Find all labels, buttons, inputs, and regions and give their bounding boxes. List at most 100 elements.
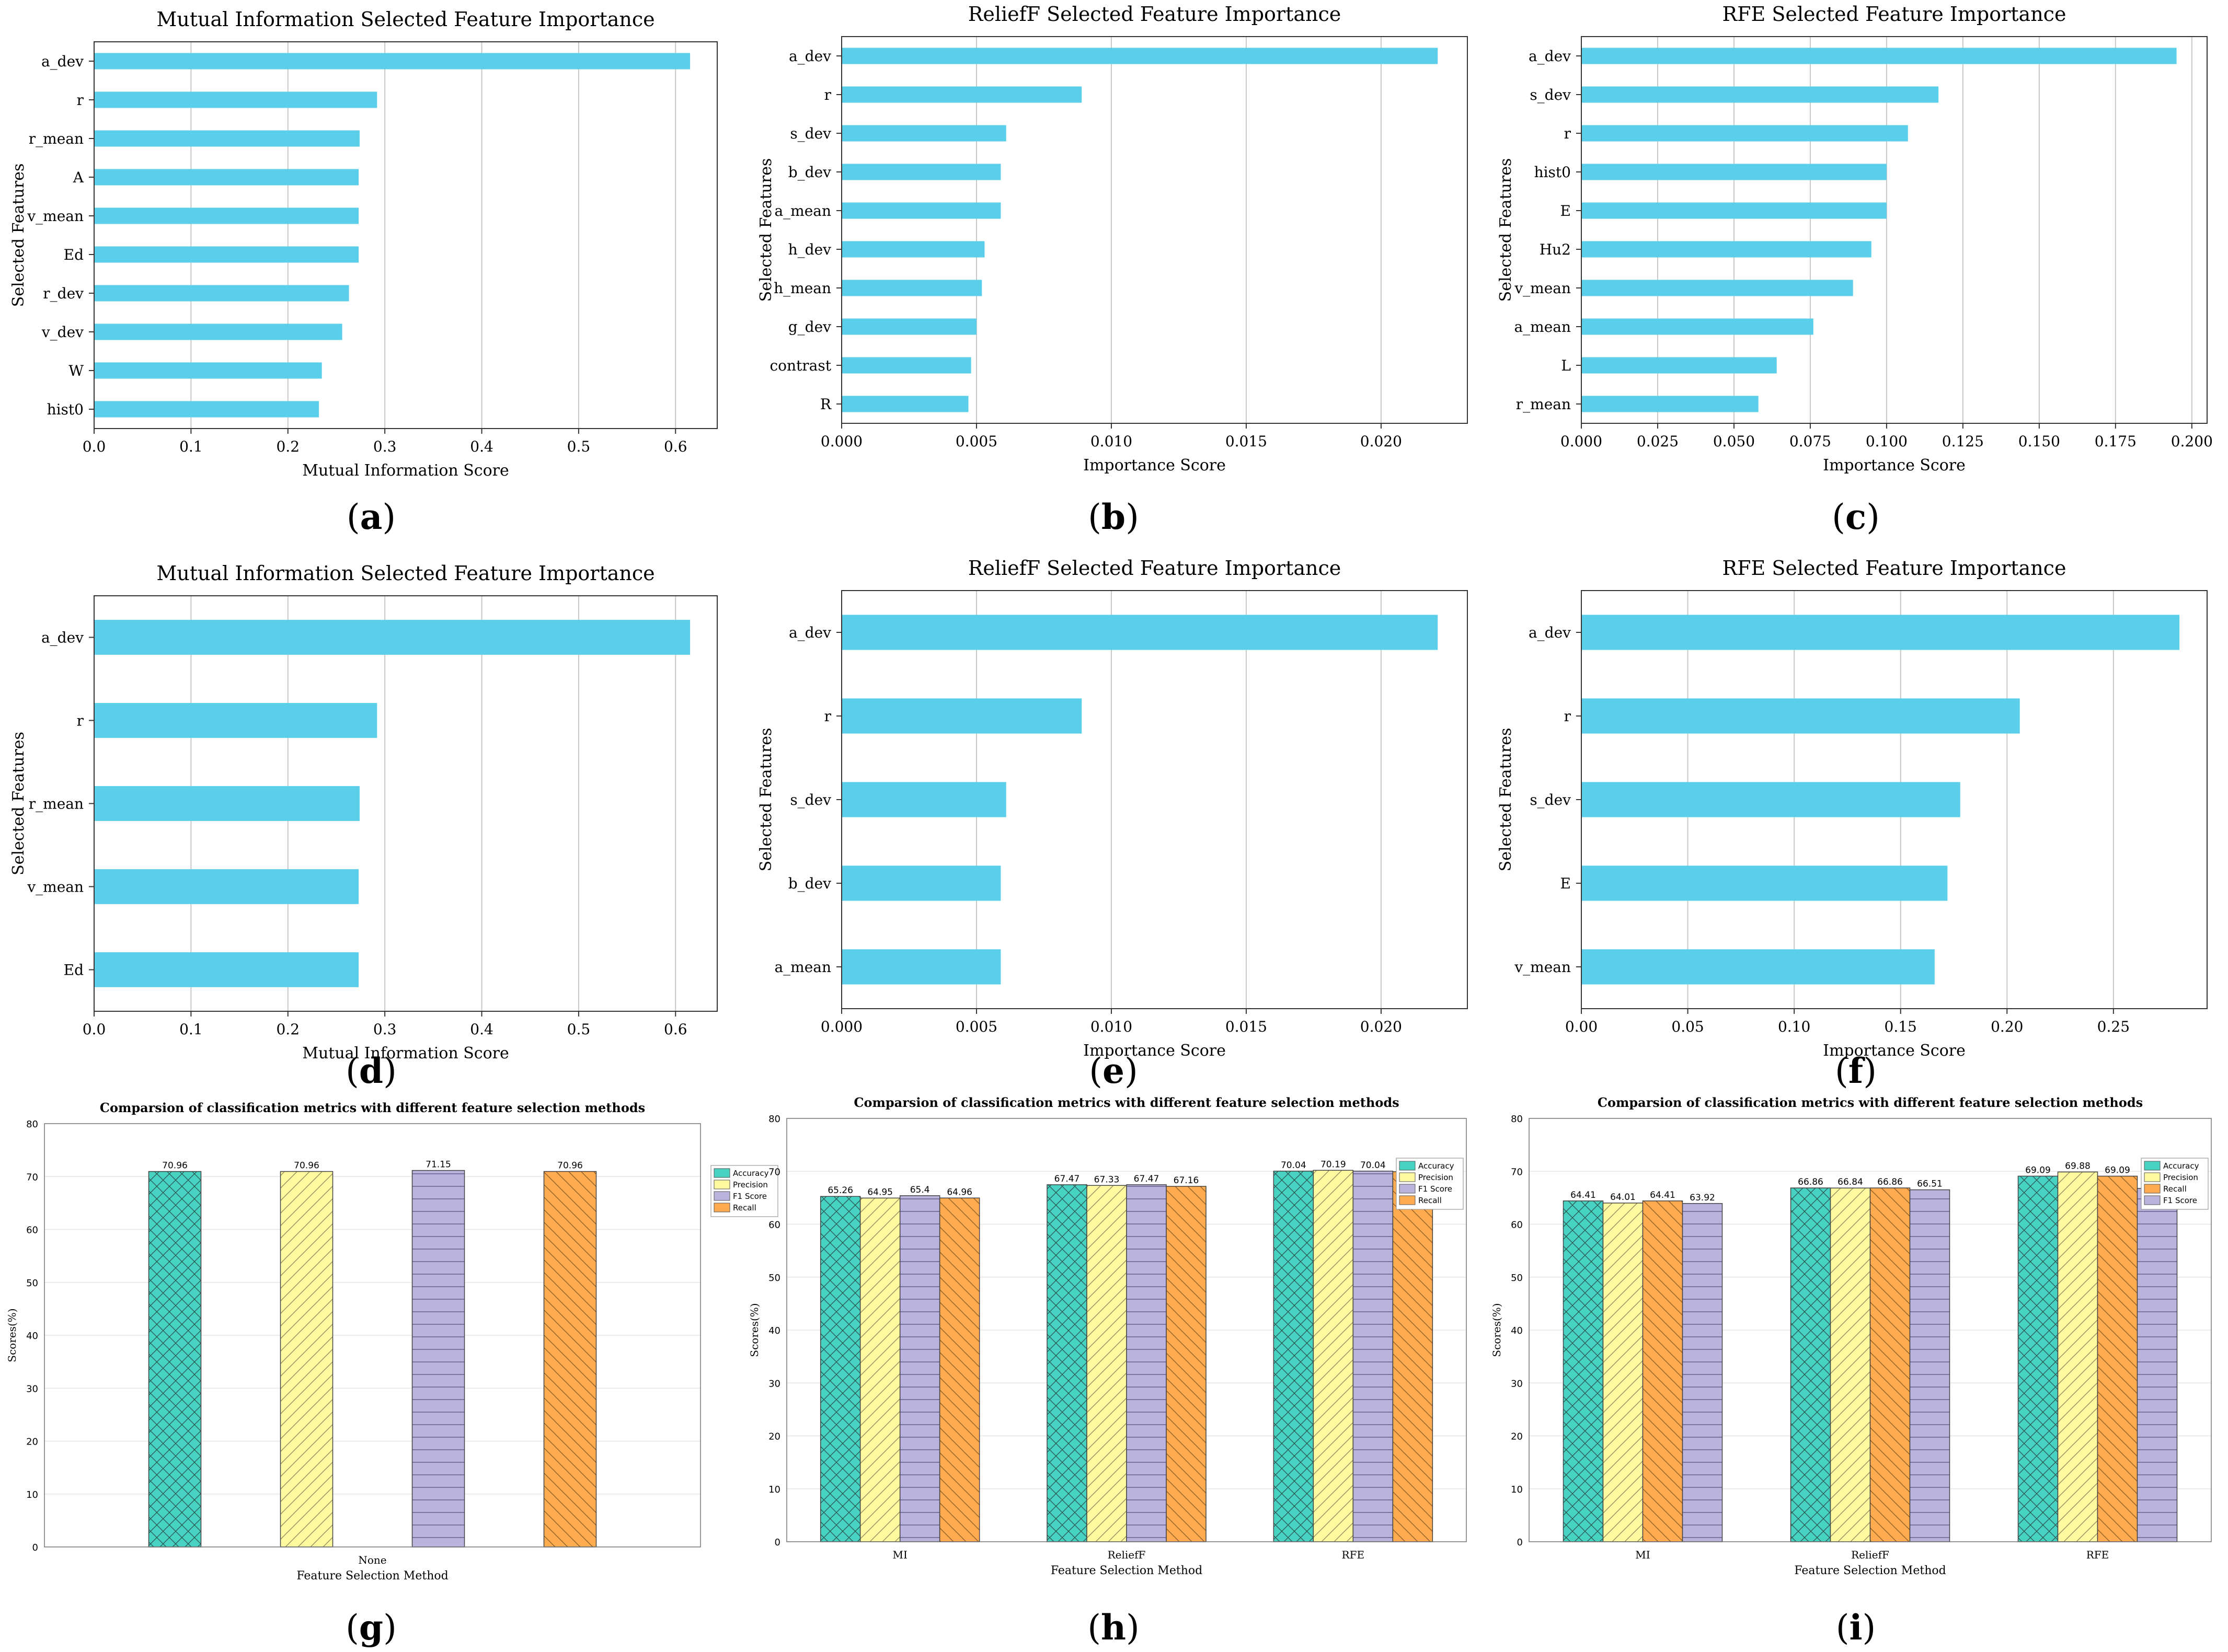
- x-tick-label: 0.050: [1713, 433, 1755, 450]
- legend-label: F1 Score: [1418, 1184, 1452, 1194]
- y-axis-label: Selected Features: [9, 732, 28, 875]
- bar: [1392, 1171, 1433, 1542]
- y-tick-label: 50: [26, 1278, 38, 1289]
- chart-title: ReliefF Selected Feature Importance: [968, 557, 1341, 580]
- bar-value-label: 71.15: [426, 1160, 451, 1170]
- y-tick-label: h_mean: [774, 280, 831, 297]
- chart-title: Comparsion of classification metrics wit…: [100, 1100, 645, 1115]
- y-tick-label: v_mean: [1514, 280, 1571, 297]
- plot-frame: [786, 1118, 1467, 1542]
- bar: [1581, 241, 1871, 258]
- chart-svg: ReliefF Selected Feature Importance 0.000…: [757, 557, 1468, 1060]
- y-tick-label: contrast: [770, 357, 831, 374]
- legend-label: Precision: [733, 1180, 768, 1189]
- chart-title: RFE Selected Feature Importance: [1722, 3, 2066, 26]
- chart-title: RFE Selected Feature Importance: [1722, 557, 2066, 580]
- y-tick-label: hist0: [1534, 164, 1571, 181]
- legend-label: F1 Score: [733, 1192, 767, 1201]
- bar-value-label: 70.04: [1281, 1160, 1306, 1171]
- x-tick-label: 0.015: [1225, 433, 1267, 450]
- y-tick-label: v_mean: [27, 879, 84, 896]
- bar: [1581, 86, 1939, 103]
- y-tick-label: 20: [26, 1437, 38, 1448]
- legend-label: Accuracy: [2163, 1161, 2199, 1171]
- legend-label: Precision: [2163, 1173, 2198, 1182]
- legend-swatch: [714, 1168, 730, 1178]
- y-axis-label: Selected Features: [1497, 728, 1515, 872]
- bar: [1581, 615, 2180, 650]
- x-axis-label: Feature Selection Method: [296, 1569, 448, 1582]
- y-tick-label: 70: [26, 1172, 38, 1183]
- x-axis-label: Mutual Information Score: [302, 461, 509, 480]
- bar: [859, 1197, 901, 1542]
- caption-d: (d): [346, 1050, 397, 1091]
- chart-svg: Comparsion of classification metrics wit…: [748, 1095, 1467, 1577]
- y-tick-label: a_mean: [774, 958, 831, 976]
- x-axis-label: Mutual Information Score: [302, 1044, 509, 1062]
- bar-value-label: 70.96: [294, 1161, 319, 1171]
- bar-value-label: 66.84: [1837, 1177, 1863, 1187]
- bar: [842, 615, 1438, 650]
- y-tick-label: v_dev: [41, 324, 84, 341]
- x-axis-label: Feature Selection Method: [1051, 1564, 1202, 1577]
- y-tick-label: 70: [768, 1166, 780, 1177]
- chart-title: Comparsion of classification metrics wit…: [1598, 1095, 2143, 1110]
- bar-value-label: 67.47: [1134, 1174, 1159, 1184]
- y-axis-label: Selected Features: [757, 728, 775, 872]
- legend-swatch: [2144, 1172, 2161, 1182]
- y-tick-label: s_dev: [790, 791, 831, 808]
- bar: [148, 1171, 202, 1547]
- x-tick-label: 0.20: [1991, 1018, 2023, 1035]
- chart-panel-g: Comparsion of classification metrics wit…: [0, 1092, 778, 1604]
- y-tick-label: a_dev: [1529, 624, 1571, 641]
- bar: [842, 357, 971, 374]
- bar-value-label: 63.92: [1690, 1193, 1715, 1203]
- x-tick-label: 0.6: [664, 1021, 687, 1038]
- x-tick-label: 0.000: [1560, 433, 1602, 450]
- caption-a: (a): [346, 496, 396, 537]
- x-tick-label: 0.005: [956, 1018, 997, 1035]
- bar: [842, 86, 1082, 103]
- plot-frame: [94, 41, 718, 429]
- caption-g: (g): [346, 1607, 397, 1648]
- bar: [2017, 1175, 2059, 1542]
- y-tick-label: hist0: [47, 401, 84, 418]
- bar: [94, 130, 360, 147]
- legend-label: Recall: [1418, 1196, 1442, 1205]
- bar: [1581, 164, 1887, 180]
- bar: [94, 246, 359, 263]
- bar-value-label: 67.33: [1094, 1174, 1120, 1185]
- x-tick-label: 0.010: [1090, 433, 1132, 450]
- y-tick-label: a_dev: [789, 624, 831, 641]
- bar: [94, 169, 359, 186]
- bar: [543, 1171, 597, 1547]
- caption-h: (h): [1087, 1607, 1140, 1648]
- y-tick-label: Ed: [64, 962, 84, 979]
- x-tick-label: None: [358, 1554, 386, 1566]
- x-tick-label: 0.4: [470, 1021, 493, 1038]
- caption-e: (e): [1089, 1050, 1138, 1091]
- bar-value-label: 64.95: [867, 1187, 893, 1197]
- bar-value-label: 69.09: [2025, 1165, 2051, 1175]
- y-tick-label: 0: [1517, 1537, 1523, 1548]
- y-tick-label: a_dev: [41, 629, 84, 646]
- y-tick-label: 70: [1511, 1166, 1523, 1177]
- x-tick-label: 0.175: [2095, 433, 2137, 450]
- y-tick-label: r_mean: [29, 795, 84, 813]
- y-tick-label: 50: [768, 1273, 780, 1284]
- bar-value-label: 64.01: [1610, 1192, 1636, 1203]
- caption-b: (b): [1088, 496, 1139, 537]
- legend-swatch: [2144, 1184, 2161, 1194]
- y-tick-label: 60: [768, 1220, 780, 1231]
- y-tick-label: b_dev: [788, 164, 831, 181]
- bar: [842, 164, 1001, 180]
- bar-value-label: 66.51: [1917, 1179, 1943, 1189]
- x-tick-label: 0.05: [1671, 1018, 1704, 1035]
- bar: [1830, 1187, 1871, 1542]
- bar: [1126, 1184, 1167, 1542]
- y-axis-label: Scores(%): [6, 1308, 18, 1362]
- plot-frame: [841, 590, 1468, 1009]
- y-tick-label: 50: [1511, 1273, 1523, 1284]
- y-tick-label: 20: [1511, 1431, 1523, 1442]
- bar: [842, 280, 982, 296]
